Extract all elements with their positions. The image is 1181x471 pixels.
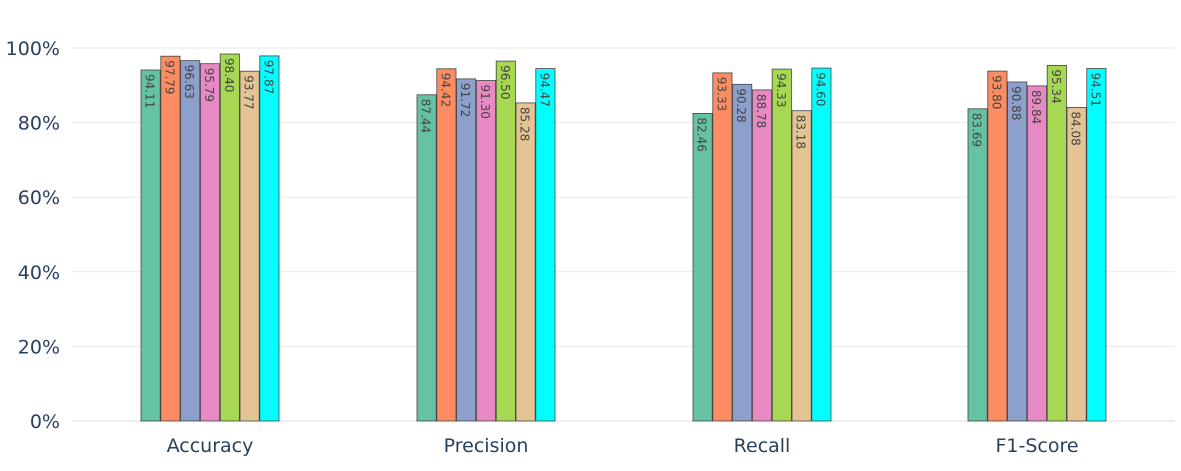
- bar: [692, 113, 713, 422]
- y-tick-label: 80%: [18, 113, 60, 135]
- bar-value-label: 93.77: [242, 75, 256, 109]
- x-tick-label: Precision: [444, 435, 529, 457]
- bar-value-label: 90.88: [1009, 86, 1023, 120]
- bar: [771, 68, 792, 422]
- bar: [239, 70, 260, 422]
- bar-value-label: 83.18: [794, 115, 808, 149]
- bar: [535, 68, 556, 422]
- bar-value-label: 87.44: [419, 99, 433, 133]
- bar: [475, 80, 496, 422]
- bar-value-label: 84.08: [1069, 111, 1083, 145]
- bar-value-label: 89.84: [1029, 90, 1043, 124]
- bar: [967, 108, 988, 422]
- bar-value-label: 97.87: [261, 60, 275, 94]
- bar-value-label: 88.78: [754, 94, 768, 128]
- bar: [1007, 81, 1028, 422]
- x-tick-label: Accuracy: [167, 435, 254, 457]
- y-tick-label: 40%: [18, 262, 60, 284]
- bar-value-label: 96.50: [498, 65, 512, 99]
- bar: [1066, 107, 1087, 422]
- bar-value-label: 94.47: [537, 73, 551, 107]
- bar-value-label: 91.30: [478, 85, 492, 119]
- bar: [811, 67, 832, 422]
- bar: [180, 60, 201, 422]
- bar: [1086, 68, 1107, 422]
- bar-value-label: 94.42: [438, 73, 452, 107]
- bar: [160, 55, 181, 422]
- bar-value-label: 91.72: [458, 83, 472, 117]
- bar-value-label: 95.79: [202, 68, 216, 102]
- bar-value-label: 94.11: [143, 74, 157, 108]
- bar: [791, 110, 812, 422]
- bar-value-label: 94.51: [1088, 73, 1102, 107]
- bar: [416, 94, 437, 422]
- bar: [732, 83, 753, 422]
- bar-value-label: 95.34: [1049, 69, 1063, 103]
- y-tick-label: 100%: [6, 38, 60, 60]
- bar-value-label: 96.63: [182, 65, 196, 99]
- x-tick-label: Recall: [734, 435, 791, 457]
- bar-value-label: 94.60: [813, 72, 827, 106]
- bar-value-label: 85.28: [518, 107, 532, 141]
- bar: [456, 78, 477, 422]
- bar: [1046, 65, 1067, 422]
- bar-value-label: 97.79: [162, 60, 176, 94]
- bar: [987, 70, 1008, 422]
- bar-value-label: 94.33: [774, 73, 788, 107]
- bar-value-label: 98.40: [222, 58, 236, 92]
- bar: [259, 55, 280, 422]
- bar: [515, 102, 536, 422]
- y-tick-label: 60%: [18, 187, 60, 209]
- y-tick-label: 0%: [30, 411, 60, 433]
- bar: [752, 89, 773, 422]
- bar: [219, 53, 240, 422]
- bar: [495, 60, 516, 422]
- bar-value-label: 83.69: [970, 113, 984, 147]
- bar: [436, 68, 457, 422]
- x-tick-label: F1-Score: [995, 435, 1078, 457]
- bar-value-label: 90.28: [734, 88, 748, 122]
- bar-value-label: 93.33: [714, 77, 728, 111]
- bar: [1027, 85, 1048, 422]
- bar: [140, 69, 161, 422]
- bar-value-label: 82.46: [695, 117, 709, 151]
- bar-value-label: 93.80: [989, 75, 1003, 109]
- bar: [199, 63, 220, 422]
- y-tick-label: 20%: [18, 336, 60, 358]
- bar: [712, 72, 733, 422]
